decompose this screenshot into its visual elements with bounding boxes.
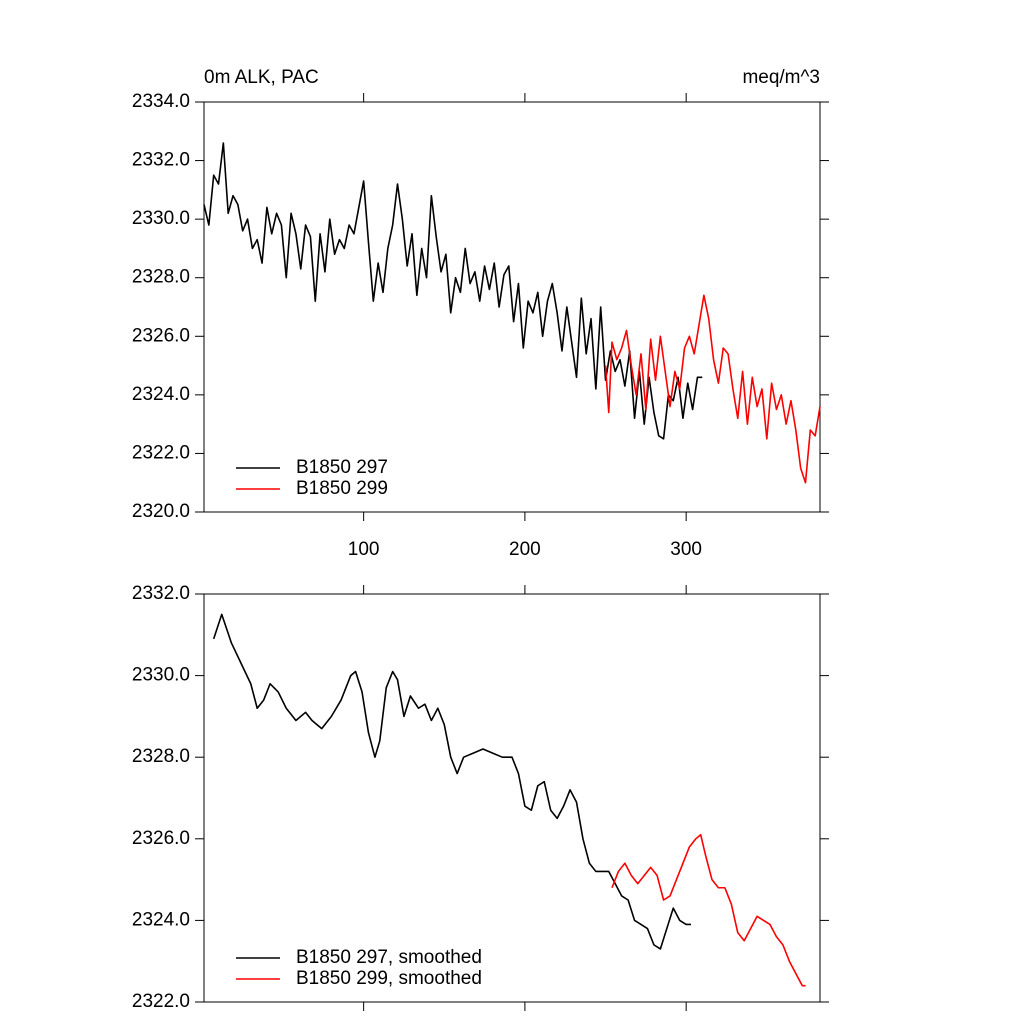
legend-label: B1850 299: [296, 478, 388, 499]
data-line: [604, 294, 821, 484]
legend-label: B1850 299, smoothed: [296, 968, 482, 989]
data-line: [611, 833, 806, 987]
data-line: [203, 142, 703, 440]
units-label: meq/m^3: [742, 67, 820, 88]
x-tick-label: 200: [509, 539, 541, 560]
y-tick-label: 2322.0: [132, 442, 190, 463]
y-tick-label: 2322.0: [132, 991, 190, 1012]
y-tick-label: 2330.0: [132, 208, 190, 229]
plot-frame: [203, 101, 821, 513]
legend-label: B1850 297: [296, 457, 388, 478]
y-tick-label: 2320.0: [132, 501, 190, 522]
x-tick-label: 100: [348, 539, 380, 560]
y-tick-label: 2328.0: [132, 746, 190, 767]
y-tick-label: 2326.0: [132, 325, 190, 346]
legend-label: B1850 297, smoothed: [296, 947, 482, 968]
y-tick-label: 2330.0: [132, 665, 190, 686]
x-tick-label: 300: [670, 539, 702, 560]
y-tick-label: 2326.0: [132, 828, 190, 849]
data-line: [212, 613, 691, 950]
y-tick-label: 2332.0: [132, 583, 190, 604]
y-tick-label: 2332.0: [132, 150, 190, 171]
y-tick-label: 2324.0: [132, 384, 190, 405]
plot-frame: [203, 593, 821, 1003]
chart-title: 0m ALK, PAC: [204, 67, 319, 88]
y-tick-label: 2324.0: [132, 909, 190, 930]
y-tick-label: 2334.0: [132, 91, 190, 112]
y-tick-label: 2328.0: [132, 267, 190, 288]
